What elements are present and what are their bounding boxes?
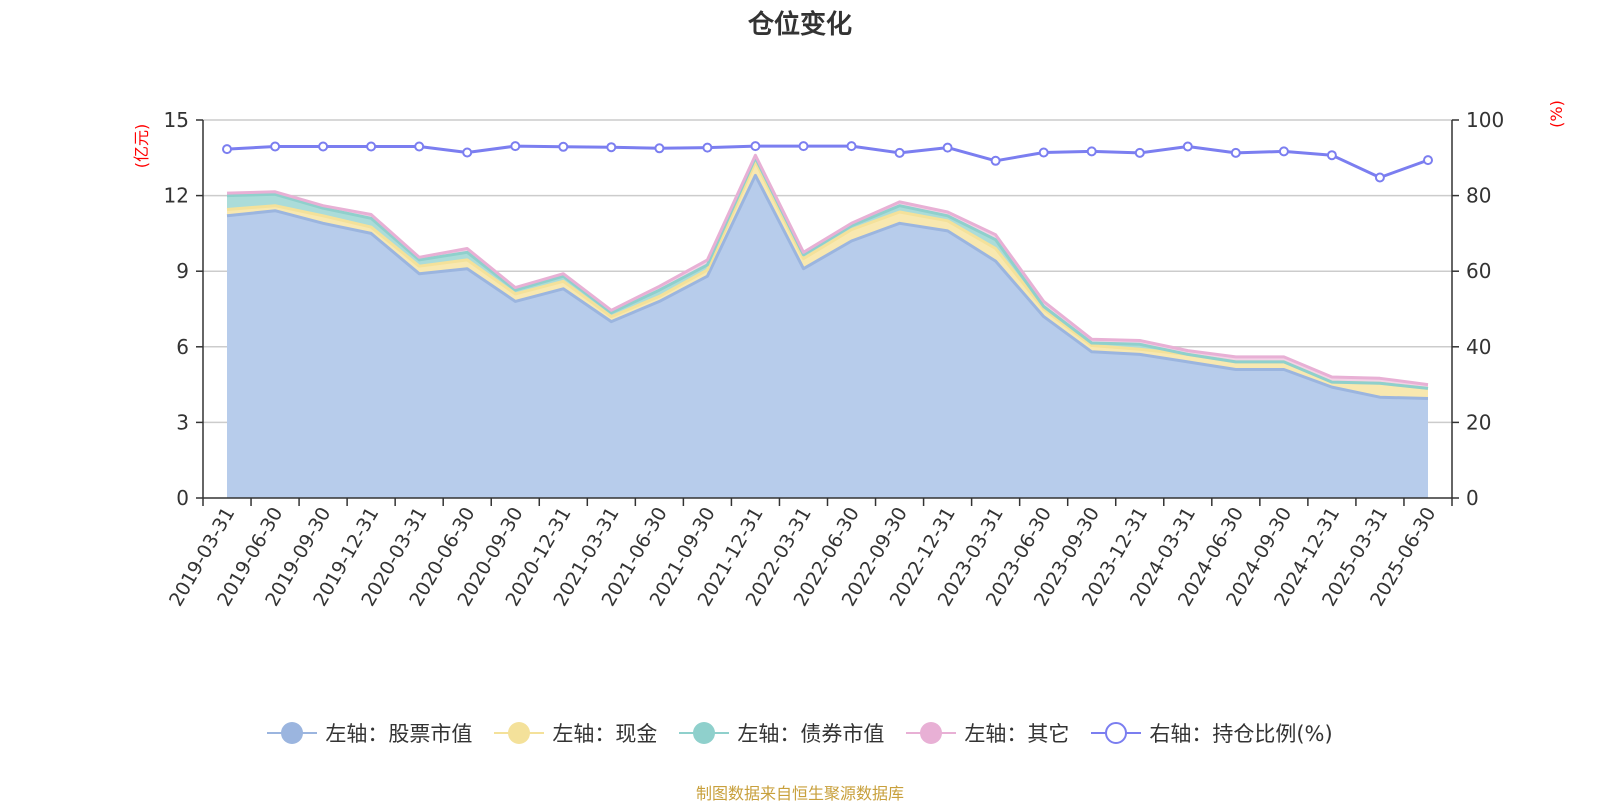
chart-plot: 03691215020406080100(亿元)(%)2019-03-31201… [132,100,1566,610]
area-edge-左轴：其它 [226,153,1429,387]
area-edge-左轴：债券市值 [226,156,1429,390]
ratio-point[interactable] [462,147,473,158]
ratio-point[interactable] [1278,146,1289,157]
legend-marker-icon [267,721,318,745]
ratio-point[interactable] [894,147,905,158]
y-left-tick-label: 6 [176,335,189,359]
y-left-tick-label: 12 [164,184,189,208]
y-right-unit: (%) [1547,100,1566,128]
legend-item[interactable]: 右轴：持仓比例(%) [1091,718,1333,748]
legend-item[interactable]: 左轴：现金 [494,718,657,748]
legend-item[interactable]: 左轴：股票市值 [267,718,472,748]
ratio-point[interactable] [1230,147,1241,158]
ratio-line [226,144,1429,179]
ratio-point[interactable] [1038,147,1049,158]
y-left-tick-label: 9 [176,259,189,283]
ratio-point[interactable] [1086,146,1097,157]
chart-title: 仓位变化 [747,10,852,40]
ratio-point[interactable] [1423,155,1433,166]
y-right-tick-label: 100 [1466,108,1504,132]
legend-label: 右轴：持仓比例(%) [1149,722,1333,746]
y-right-tick-label: 80 [1466,184,1491,208]
ratio-point[interactable] [750,141,761,152]
ratio-point[interactable] [1182,141,1193,152]
area-左轴：现金 [227,161,1428,399]
ratio-point[interactable] [222,144,232,155]
ratio-line-series [222,141,1433,183]
y-right-tick-label: 20 [1466,410,1491,434]
y-left-unit: (亿元) [132,124,151,169]
legend-marker-icon [1091,721,1142,745]
ratio-point[interactable] [510,141,521,152]
ratio-point[interactable] [366,141,377,152]
area-edge-左轴：股票市值 [226,173,1429,400]
legend: 左轴：股票市值 左轴：现金 左轴：债券市值 左轴：其它 右轴：持仓比例(%) [0,718,1600,748]
ratio-point[interactable] [798,141,809,152]
ratio-point[interactable] [1326,150,1337,161]
legend-label: 左轴：现金 [552,722,658,746]
legend-item[interactable]: 左轴：债券市值 [679,718,884,748]
ratio-point[interactable] [654,143,665,154]
y-right-tick-label: 60 [1466,259,1491,283]
ratio-point[interactable] [942,142,953,153]
ratio-point[interactable] [318,141,329,152]
legend-marker-icon [494,721,545,745]
y-right-tick-label: 40 [1466,335,1491,359]
area-series [226,153,1429,498]
ratio-point[interactable] [1134,147,1145,158]
legend-label: 左轴：债券市值 [737,722,885,746]
legend-label: 左轴：股票市值 [325,722,473,746]
legend-marker-icon [906,721,957,745]
legend-label: 左轴：其它 [964,722,1070,746]
legend-marker-icon [679,721,730,745]
ratio-point[interactable] [270,141,281,152]
source-note: 制图数据来自恒生聚源数据库 [695,784,904,803]
y-right-tick-label: 0 [1466,486,1479,510]
y-left-tick-label: 3 [176,410,189,434]
ratio-point[interactable] [606,142,617,153]
area-左轴：股票市值 [227,175,1428,498]
y-left-tick-label: 15 [164,108,189,132]
legend-item[interactable]: 左轴：其它 [906,718,1069,748]
ratio-point[interactable] [558,141,569,152]
ratio-point[interactable] [414,141,425,152]
y-left-tick-label: 0 [176,486,189,510]
ratio-point[interactable] [1374,172,1385,183]
ratio-point[interactable] [990,155,1001,166]
ratio-point[interactable] [702,142,713,153]
ratio-point[interactable] [846,141,857,152]
